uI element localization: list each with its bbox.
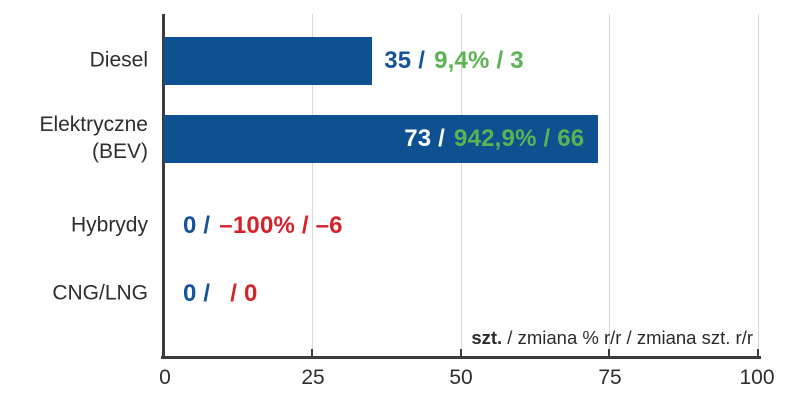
x-tick-label-50: 50 xyxy=(449,366,473,389)
tick-mark-50 xyxy=(460,349,462,357)
bar-diesel xyxy=(164,37,373,85)
category-label-hybrydy: Hybrydy xyxy=(70,213,148,237)
value-count: 73 / xyxy=(404,125,446,152)
axis-units-note-bold: szt. xyxy=(471,327,503,348)
value-change: 942,9% / 66 xyxy=(454,125,585,152)
category-label-diesel: Diesel xyxy=(89,48,148,72)
x-tick-label-75: 75 xyxy=(598,366,622,389)
axis-units-note: szt. / zmiana % r/r / zmiana szt. r/r xyxy=(471,327,753,349)
x-tick-label-100: 100 xyxy=(739,366,775,389)
value-change: / 0 xyxy=(230,280,258,307)
value-count: 35 / xyxy=(384,47,426,74)
gridline-100 xyxy=(758,14,759,357)
value-label-elektryczne: 73 / 942,9% / 66 xyxy=(404,125,584,153)
value-count: 0 / xyxy=(183,280,211,307)
x-tick-label-0: 0 xyxy=(159,366,171,389)
value-label-hybrydy: 0 / –100% / –6 xyxy=(183,212,343,240)
bar-row-cng-lng: 0 / / 0 xyxy=(164,270,759,318)
gridline-25 xyxy=(311,14,313,357)
value-change: 9,4% / 3 xyxy=(434,47,524,74)
y-axis-line xyxy=(162,14,165,359)
bar-row-diesel: 35 / 9,4% / 3 xyxy=(164,37,759,85)
bar-row-elektryczne: 73 / 942,9% / 66 xyxy=(164,115,759,163)
value-change: –100% / –6 xyxy=(219,212,343,239)
value-label-diesel: 35 / 9,4% / 3 xyxy=(384,47,524,75)
tick-mark-25 xyxy=(311,349,313,357)
category-label-elektryczne-bev: Elektryczne (BEV) xyxy=(39,113,148,163)
tick-mark-75 xyxy=(608,349,610,357)
category-label-cng-lng: CNG/LNG xyxy=(52,281,148,305)
x-axis-line xyxy=(161,356,761,359)
bar-elektryczne: 73 / 942,9% / 66 xyxy=(164,115,599,163)
x-tick-label-25: 25 xyxy=(301,366,325,389)
bar-row-hybrydy: 0 / –100% / –6 xyxy=(164,202,759,250)
axis-units-note-rest: / zmiana % r/r / zmiana szt. r/r xyxy=(502,327,753,348)
plot-area xyxy=(163,14,759,357)
gridline-50 xyxy=(460,14,462,357)
value-count: 0 / xyxy=(183,212,211,239)
tick-mark-100 xyxy=(757,349,759,357)
value-label-cng-lng: 0 / / 0 xyxy=(183,280,258,308)
gridline-75 xyxy=(609,14,611,357)
